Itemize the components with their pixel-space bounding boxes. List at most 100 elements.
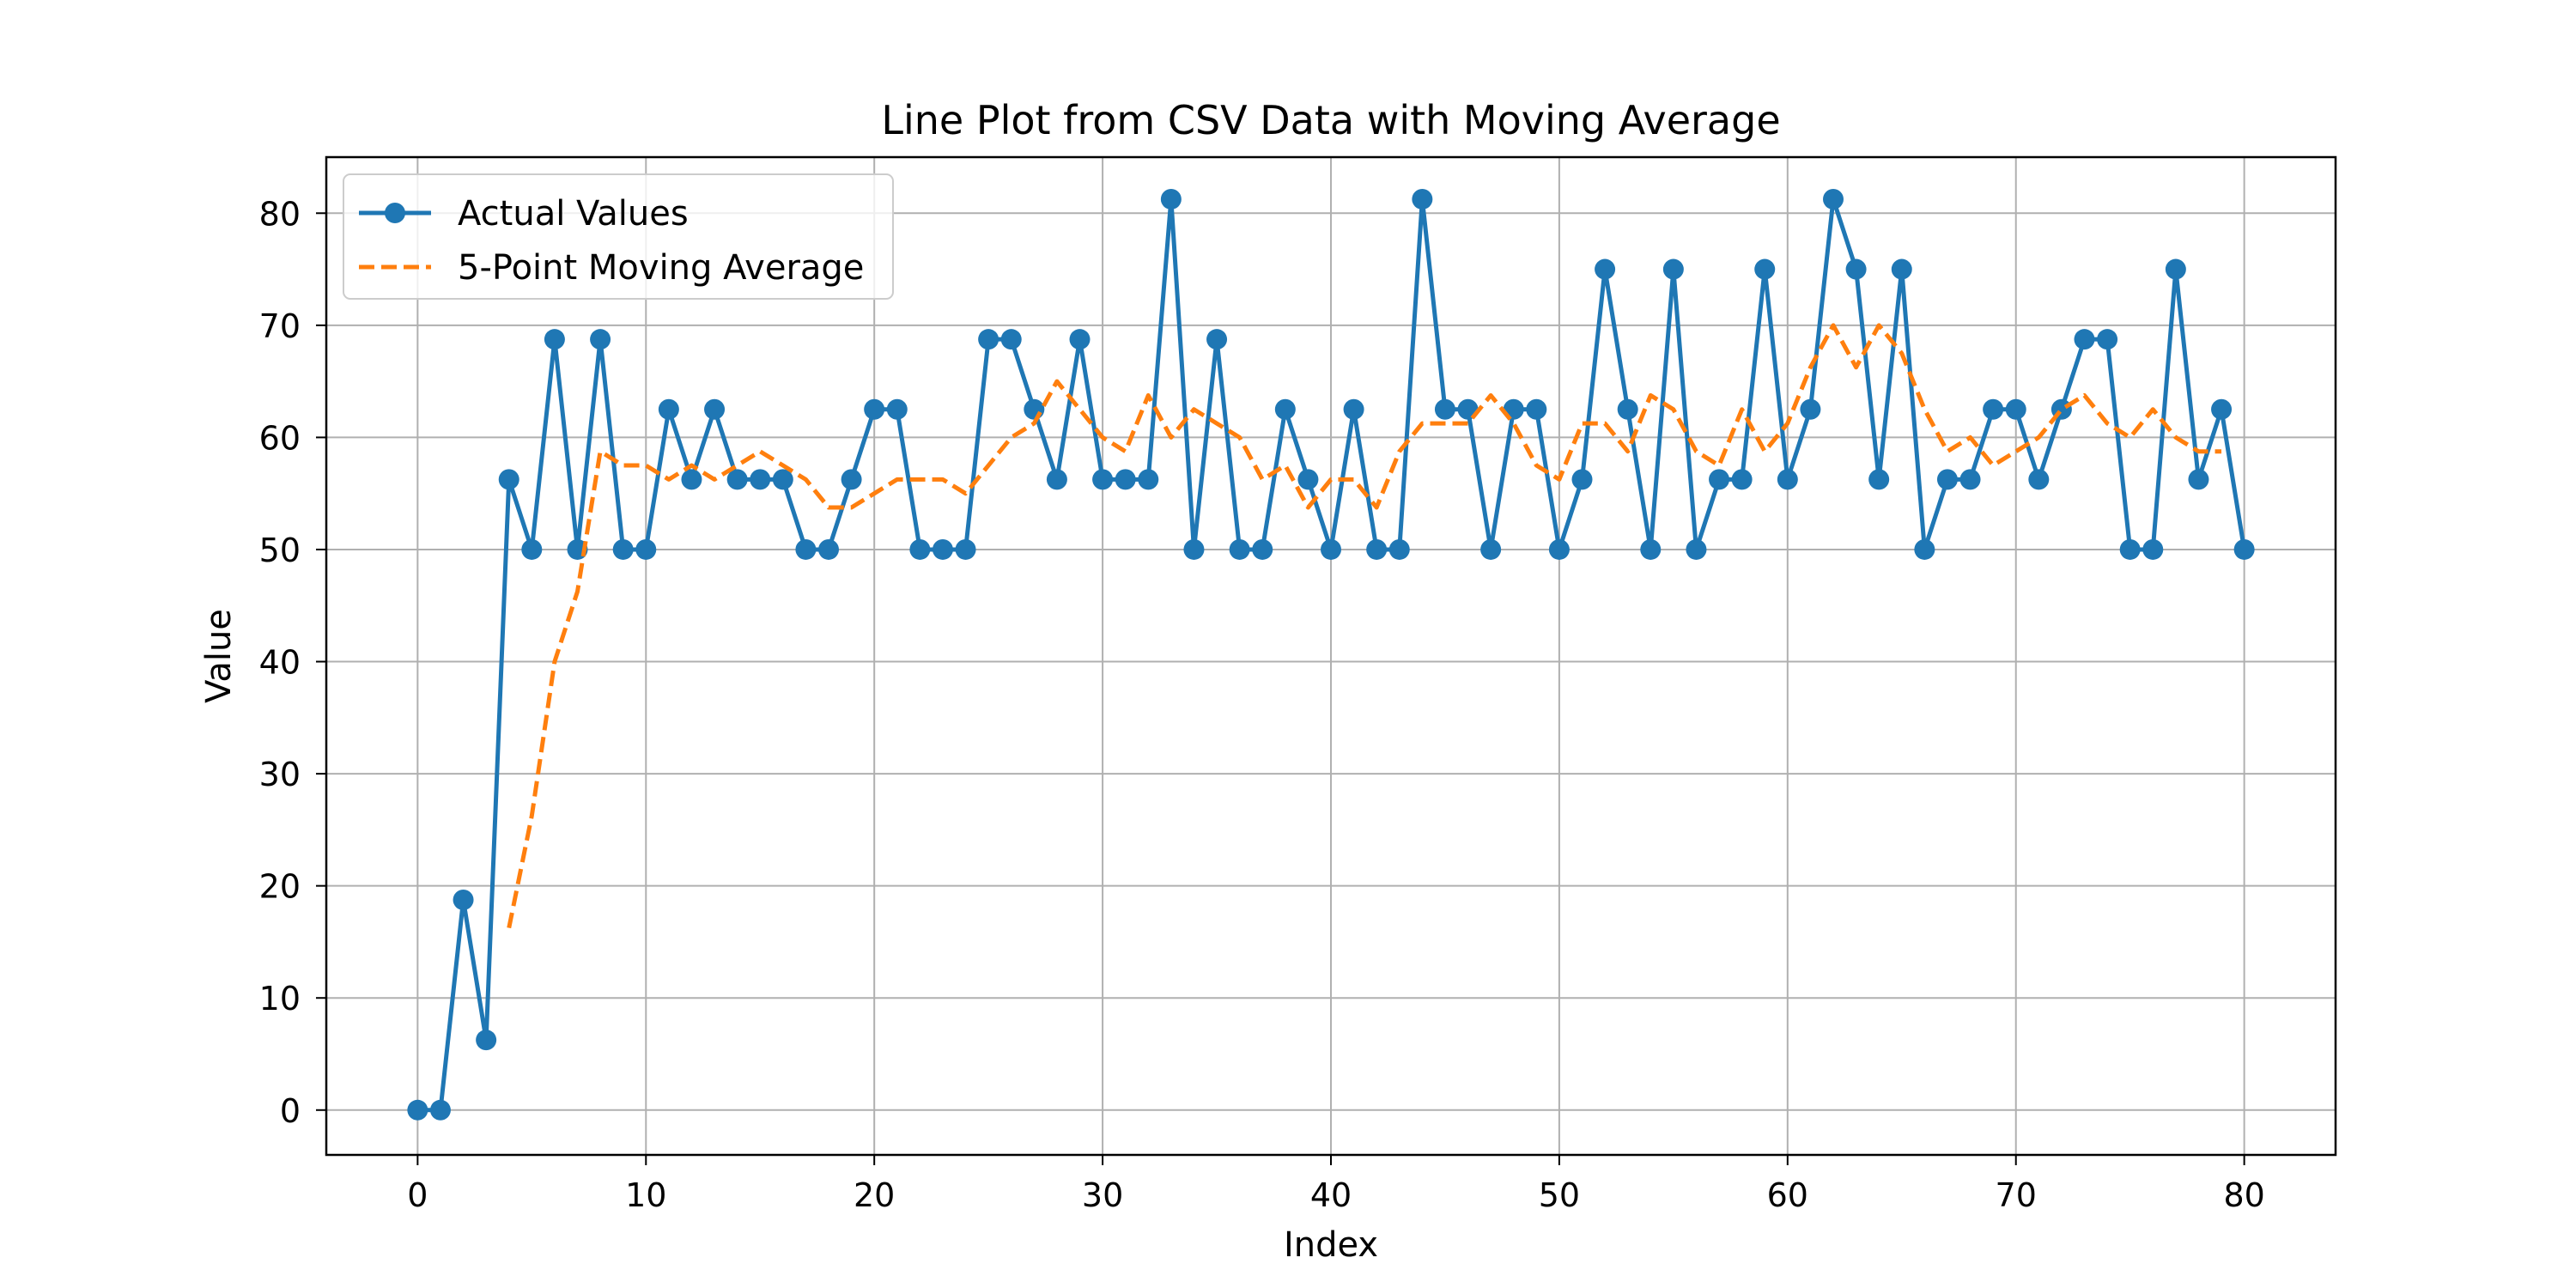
data-point-actual: [1731, 469, 1753, 490]
data-point-actual: [1983, 398, 2004, 420]
data-point-actual: [1069, 329, 1091, 350]
data-point-actual: [2165, 258, 2186, 280]
x-tick-label: 30: [1082, 1176, 1123, 1214]
x-tick-label: 70: [1996, 1176, 2037, 1214]
data-point-actual: [2097, 329, 2118, 350]
data-point-actual: [2142, 538, 2164, 560]
y-tick-label: 70: [259, 307, 301, 345]
data-point-actual: [2005, 398, 2026, 420]
data-point-actual: [2074, 329, 2095, 350]
x-tick-label: 50: [1539, 1176, 1580, 1214]
data-point-actual: [841, 469, 862, 490]
data-point-actual: [772, 469, 793, 490]
y-tick-label: 40: [259, 644, 301, 682]
x-tick-label: 0: [407, 1176, 428, 1214]
data-point-actual: [1845, 258, 1867, 280]
x-tick-label: 80: [2223, 1176, 2264, 1214]
data-point-actual: [1936, 469, 1958, 490]
data-point-actual: [1617, 398, 1638, 420]
data-point-actual: [978, 329, 999, 350]
data-point-actual: [955, 538, 976, 560]
data-point-actual: [1914, 538, 1935, 560]
legend-label-moving-average: 5-Point Moving Average: [458, 248, 864, 288]
data-point-actual: [1686, 538, 1707, 560]
data-point-actual: [1092, 469, 1114, 490]
data-point-actual: [909, 538, 931, 560]
data-point-actual: [1000, 329, 1022, 350]
legend-box: [343, 173, 894, 300]
data-point-actual: [544, 329, 565, 350]
data-point-actual: [1046, 469, 1067, 490]
data-point-actual: [1388, 538, 1410, 560]
data-point-actual: [1754, 258, 1776, 280]
data-point-actual: [476, 1030, 497, 1051]
y-tick-label: 0: [280, 1092, 301, 1130]
data-point-actual: [1297, 469, 1319, 490]
data-point-actual: [1662, 258, 1684, 280]
data-point-actual: [498, 469, 519, 490]
data-point-actual: [1274, 398, 1296, 420]
x-tick-label: 40: [1310, 1176, 1352, 1214]
data-point-actual: [1321, 538, 1341, 560]
data-point-actual: [795, 538, 817, 560]
data-point-actual: [521, 538, 543, 560]
data-point-actual: [726, 469, 748, 490]
data-point-actual: [1548, 538, 1570, 560]
y-tick-label: 10: [259, 980, 301, 1018]
data-point-actual: [1480, 538, 1502, 560]
data-point-actual: [635, 538, 657, 560]
data-point-actual: [704, 398, 726, 420]
data-point-actual: [818, 538, 839, 560]
y-tick-label: 50: [259, 532, 301, 569]
x-tick-label: 10: [625, 1176, 666, 1214]
data-point-actual: [1115, 469, 1136, 490]
y-tick-label: 80: [259, 195, 301, 233]
data-point-actual: [886, 398, 908, 420]
data-point-actual: [932, 538, 953, 560]
data-point-actual: [1640, 538, 1662, 560]
data-point-actual: [1777, 469, 1798, 490]
data-point-actual: [612, 538, 634, 560]
y-tick-label: 30: [259, 756, 301, 793]
data-point-actual: [1800, 398, 1821, 420]
data-point-actual: [1526, 398, 1547, 420]
data-point-actual: [1412, 188, 1433, 210]
legend: Actual Values 5-Point Moving Average: [343, 173, 894, 300]
data-point-actual: [2211, 398, 2233, 420]
data-point-actual: [1595, 258, 1616, 280]
y-tick-label: 20: [259, 868, 301, 906]
data-point-actual: [1823, 188, 1844, 210]
data-point-actual: [590, 329, 611, 350]
data-point-actual: [1891, 258, 1912, 280]
data-point-actual: [407, 1099, 428, 1121]
x-tick-label: 20: [854, 1176, 895, 1214]
data-point-actual: [1160, 188, 1182, 210]
data-point-actual: [1183, 538, 1205, 560]
x-tick-label: 60: [1767, 1176, 1808, 1214]
data-point-actual: [2233, 538, 2255, 560]
y-tick-label: 60: [259, 419, 301, 457]
data-point-actual: [1709, 469, 1730, 490]
data-point-actual: [1434, 398, 1455, 420]
data-point-actual: [1959, 469, 1981, 490]
y-axis-label: Value: [199, 609, 239, 703]
data-point-actual: [681, 469, 702, 490]
series-layer: [407, 188, 2255, 1121]
data-point-actual: [453, 889, 474, 910]
data-point-actual: [1024, 398, 1045, 420]
series-line-moving-average: [507, 323, 2222, 929]
data-point-actual: [1252, 538, 1273, 560]
legend-marker-actual: [385, 203, 405, 223]
data-point-actual: [1343, 398, 1364, 420]
legend-label-actual: Actual Values: [458, 194, 689, 234]
data-point-actual: [658, 398, 679, 420]
data-point-actual: [1206, 329, 1228, 350]
data-point-actual: [1868, 469, 1890, 490]
data-point-actual: [1366, 538, 1388, 560]
chart-title: Line Plot from CSV Data with Moving Aver…: [881, 97, 1780, 143]
data-point-actual: [1138, 469, 1159, 490]
data-point-actual: [1571, 469, 1593, 490]
data-point-actual: [2119, 538, 2141, 560]
axis-ticks: 0 10 20 30 40 50 60 70 80 0 10 20 30 40 50 60 70 80: [259, 195, 2265, 1214]
